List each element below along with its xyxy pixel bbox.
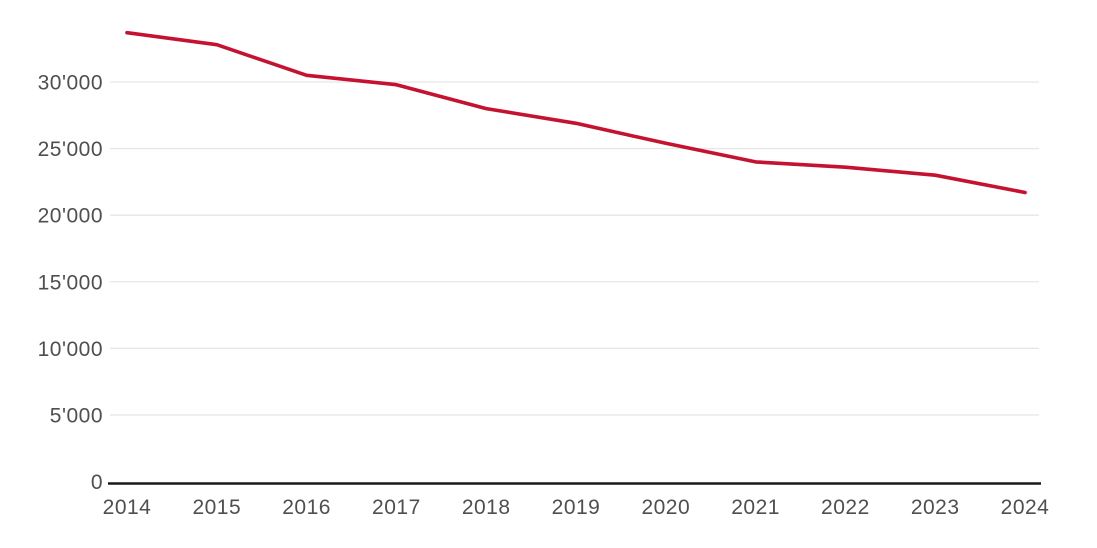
x-tick-label: 2024 xyxy=(1001,496,1050,519)
y-tick-label: 20'000 xyxy=(38,205,103,228)
y-axis-labels: 0 5'000 10'000 15'000 20'000 25'000 30'000 xyxy=(38,72,103,495)
y-tick-label: 25'000 xyxy=(38,138,103,161)
x-tick-label: 2020 xyxy=(641,496,690,519)
x-tick-label: 2022 xyxy=(821,496,870,519)
x-tick-label: 2017 xyxy=(372,496,421,519)
x-tick-label: 2015 xyxy=(192,496,241,519)
x-tick-label: 2019 xyxy=(552,496,601,519)
x-tick-label: 2021 xyxy=(731,496,780,519)
y-tick-label: 0 xyxy=(91,471,103,494)
y-tick-label: 15'000 xyxy=(38,271,103,294)
y-tick-label: 5'000 xyxy=(50,404,103,427)
trend-line xyxy=(125,30,1027,195)
y-tick-label: 10'000 xyxy=(38,338,103,361)
gridlines xyxy=(110,81,1039,416)
x-axis-labels: 2014 2015 2016 2017 2018 2019 2020 2021 2022 2023… xyxy=(103,496,1050,519)
x-tick-label: 2023 xyxy=(911,496,960,519)
x-tick-label: 2014 xyxy=(103,496,152,519)
x-tick-label: 2016 xyxy=(282,496,331,519)
x-tick-label: 2018 xyxy=(462,496,511,519)
y-tick-label: 30'000 xyxy=(38,72,103,95)
data-series xyxy=(125,30,1027,195)
